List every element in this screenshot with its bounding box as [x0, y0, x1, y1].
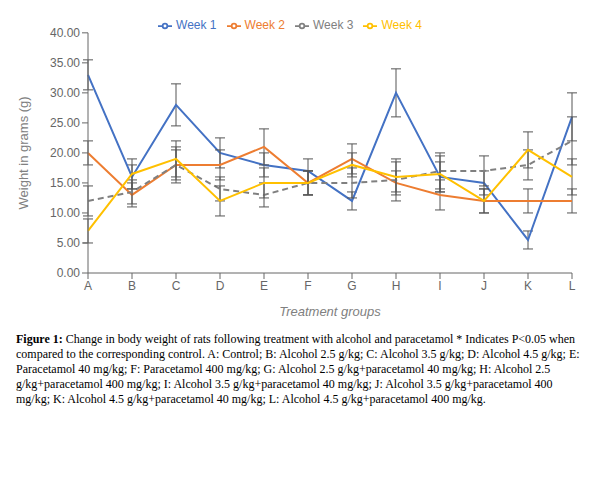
- svg-text:Treatment groups: Treatment groups: [279, 304, 381, 319]
- svg-text:E: E: [260, 279, 268, 293]
- svg-text:K: K: [524, 279, 532, 293]
- svg-text:25.00: 25.00: [50, 116, 80, 130]
- svg-text:20.00: 20.00: [50, 146, 80, 160]
- svg-text:B: B: [128, 279, 136, 293]
- svg-text:A: A: [84, 279, 92, 293]
- svg-text:10.00: 10.00: [50, 206, 80, 220]
- html-text:Week 3: Week 3: [313, 18, 354, 32]
- svg-text:0.00: 0.00: [57, 266, 81, 280]
- html-text:Week 4: Week 4: [381, 18, 422, 32]
- svg-text:L: L: [569, 279, 576, 293]
- svg-text:J: J: [481, 279, 487, 293]
- svg-text:15.00: 15.00: [50, 176, 80, 190]
- svg-text:35.00: 35.00: [50, 56, 80, 70]
- html-text:Week 1: Week 1: [176, 18, 217, 32]
- svg-text:H: H: [392, 279, 401, 293]
- svg-text:F: F: [304, 279, 311, 293]
- svg-text:I: I: [438, 279, 441, 293]
- html-text:Week 2: Week 2: [244, 18, 285, 32]
- svg-text:G: G: [347, 279, 356, 293]
- svg-text:Weight in grams (g): Weight in grams (g): [16, 96, 31, 209]
- svg-text:C: C: [172, 279, 181, 293]
- svg-text:D: D: [216, 279, 225, 293]
- svg-text:30.00: 30.00: [50, 86, 80, 100]
- svg-text:40.00: 40.00: [50, 26, 80, 40]
- svg-text:5.00: 5.00: [57, 236, 81, 250]
- html-text:Figure 1: Change in body weigh: Figure 1: Change in body weight of rats …: [16, 332, 580, 406]
